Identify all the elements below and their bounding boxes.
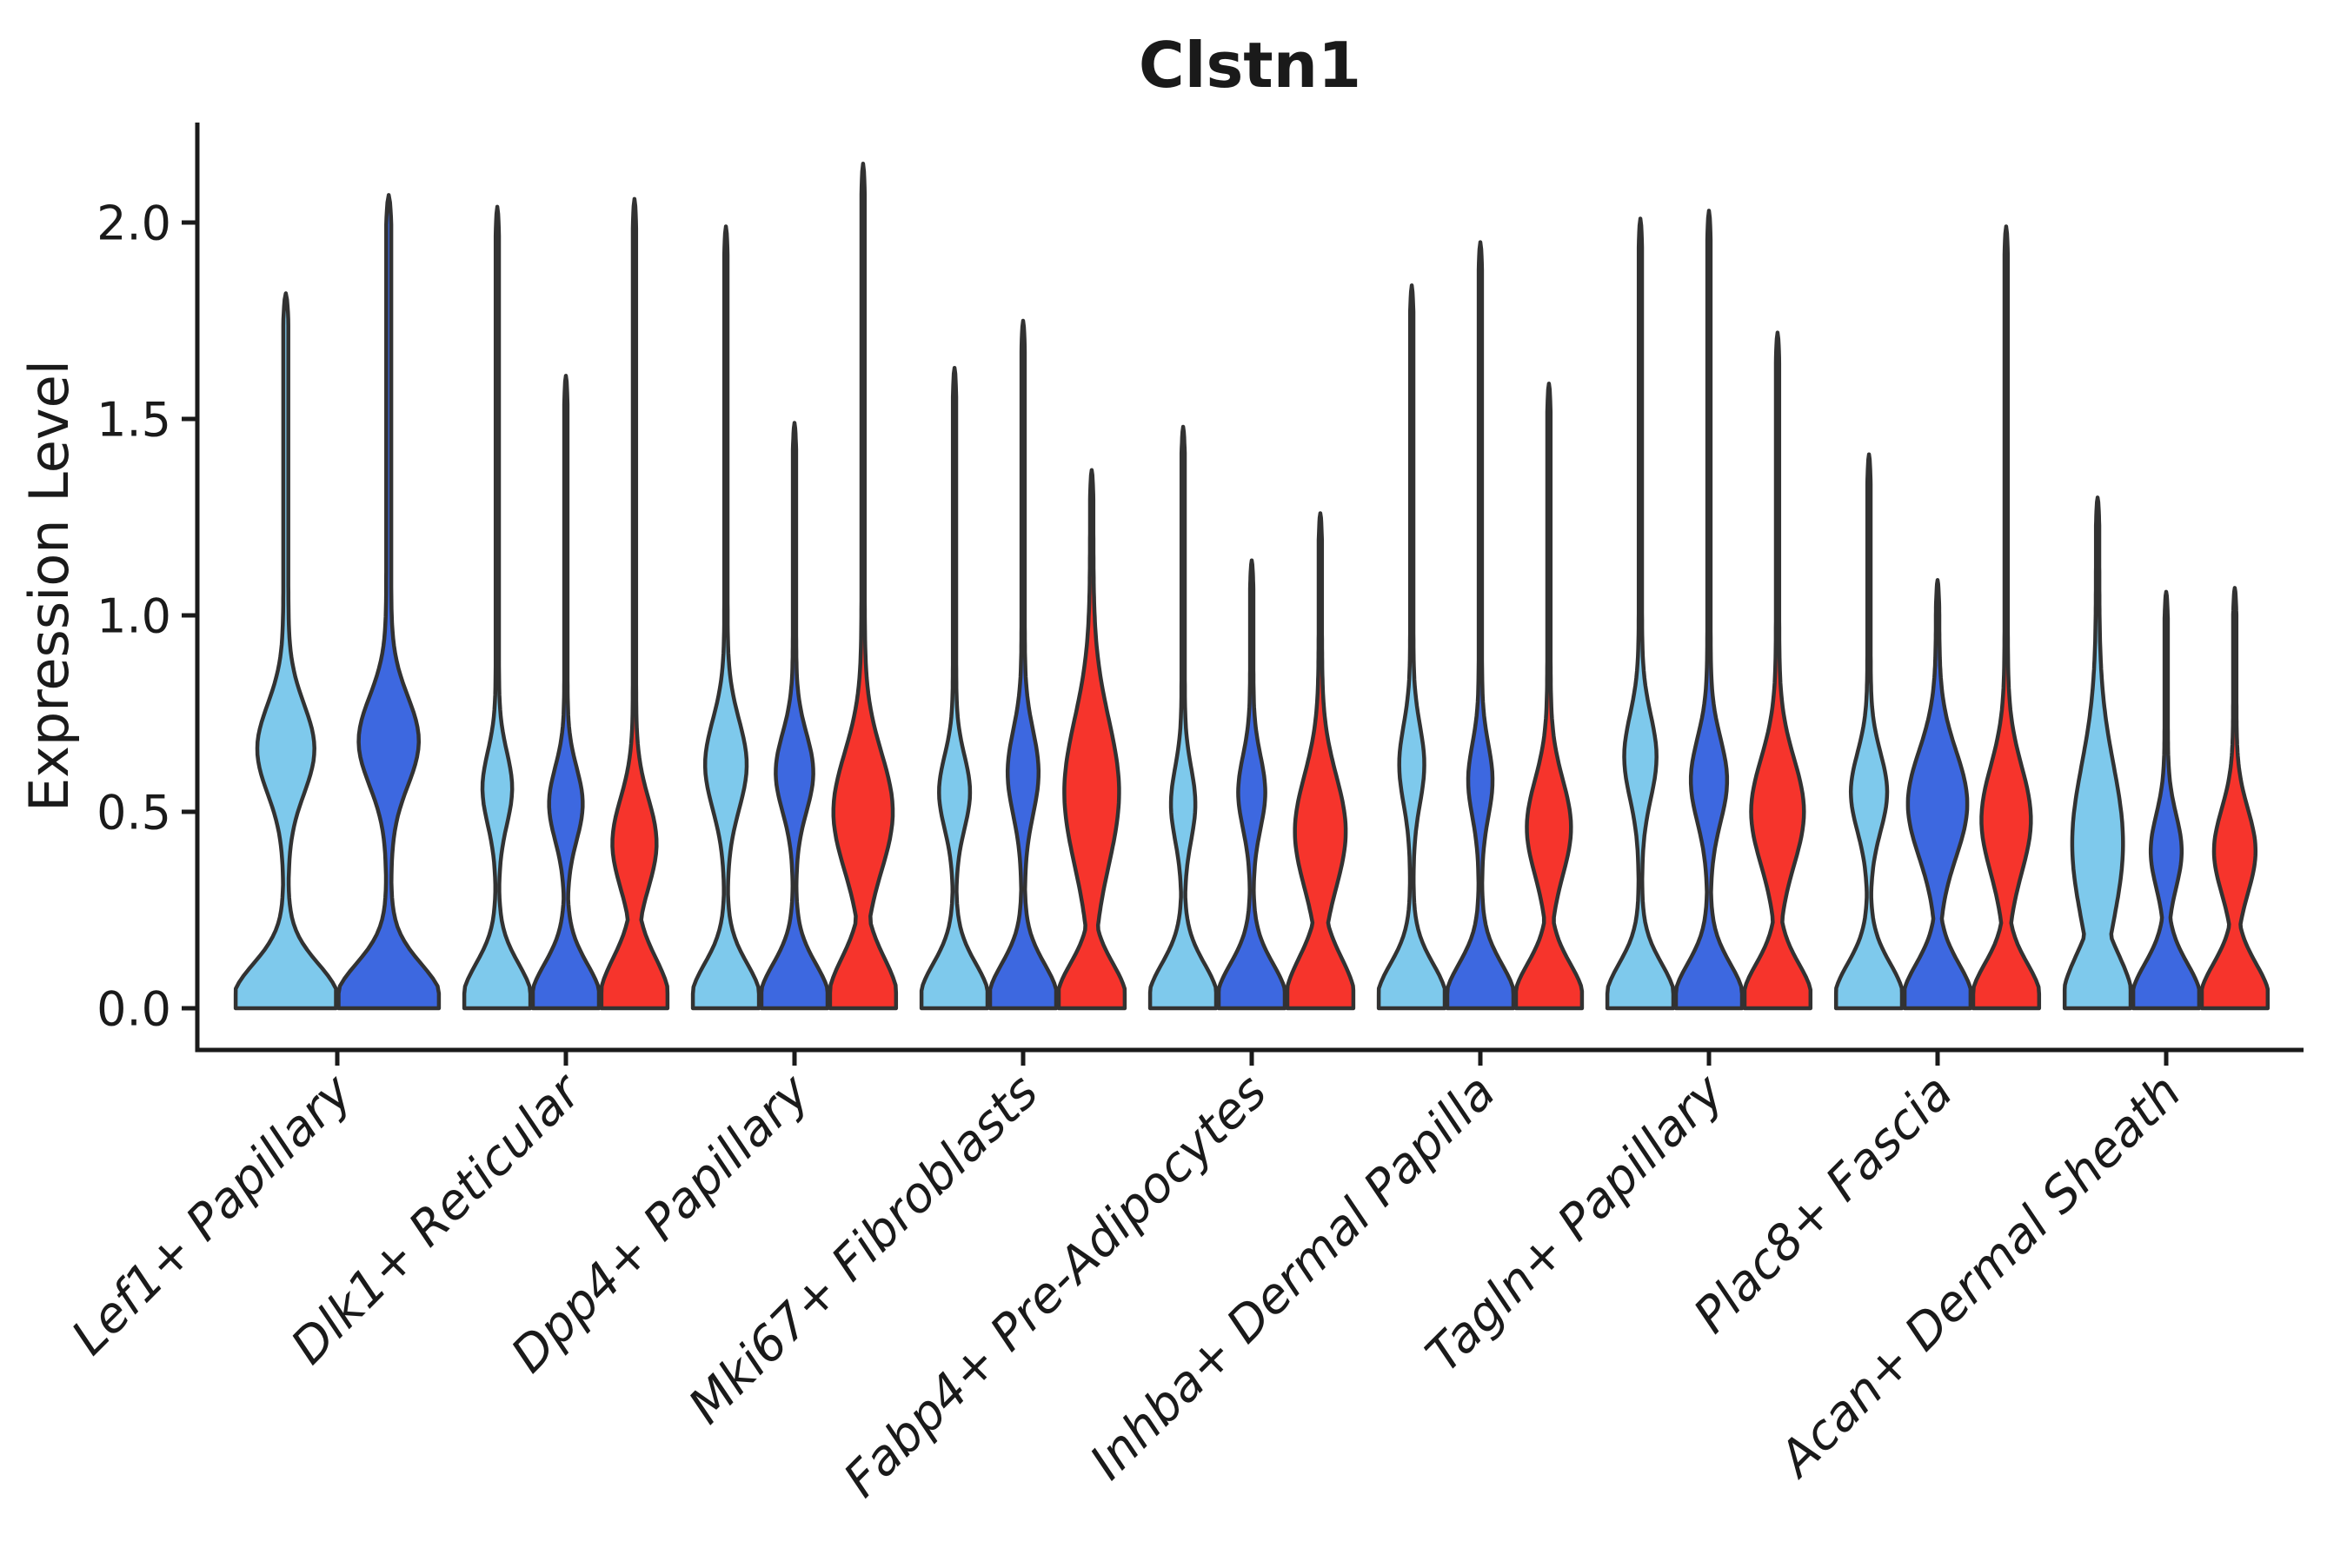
violins-layer: [233, 161, 2271, 1011]
violin-group-5: [1147, 424, 1356, 1011]
violin-group-1: [233, 193, 442, 1011]
violin-sky-blue: [1833, 452, 1905, 1011]
violin-red: [2199, 586, 2271, 1011]
violin-sky-blue: [1147, 424, 1219, 1011]
violin-red: [1971, 224, 2042, 1011]
violin-red: [1742, 330, 1813, 1011]
violin-group-2: [462, 196, 670, 1011]
violin-sky-blue: [462, 204, 533, 1011]
x-tick-label: Fabp4+ Pre-Adipocytes: [834, 1064, 1278, 1508]
violin-red: [1056, 468, 1127, 1011]
y-axis-label: Expression Level: [17, 360, 81, 812]
violin-royal-blue: [1445, 240, 1516, 1011]
violin-red: [599, 196, 670, 1011]
violin-group-4: [919, 318, 1127, 1011]
y-tick-label: 1.0: [96, 588, 171, 643]
violin-royal-blue: [2131, 589, 2202, 1011]
violin-group-9: [2062, 495, 2271, 1011]
violin-royal-blue: [530, 374, 602, 1011]
violin-red: [828, 161, 899, 1011]
violin-royal-blue: [759, 421, 830, 1011]
violin-sky-blue: [233, 291, 338, 1011]
violin-sky-blue: [1605, 216, 1676, 1011]
violin-royal-blue: [1216, 558, 1287, 1011]
y-tick-label: 2.0: [96, 196, 171, 250]
x-tick-label: Acan+ Dermal Sheath: [1767, 1064, 2192, 1489]
violin-group-7: [1605, 209, 1813, 1011]
violin-group-8: [1833, 224, 2042, 1011]
y-tick-label: 1.5: [96, 392, 171, 447]
violin-royal-blue: [987, 318, 1059, 1011]
violin-sky-blue: [919, 365, 990, 1011]
y-tick-label: 0.5: [96, 785, 171, 840]
violin-royal-blue: [1902, 578, 1973, 1011]
violin-sky-blue: [2062, 495, 2133, 1011]
violin-royal-blue: [1673, 209, 1745, 1011]
violin-red: [1513, 382, 1585, 1011]
plot-title: Clstn1: [1139, 29, 1361, 102]
violin-royal-blue: [336, 193, 442, 1011]
y-axis-ticks: 0.0 0.5 1.0 1.5 2.0: [96, 196, 197, 1036]
violin-group-6: [1376, 240, 1585, 1011]
x-tick-label: Inhba+ Dermal Papilla: [1080, 1064, 1506, 1491]
violin-sky-blue: [690, 224, 761, 1011]
violin-sky-blue: [1376, 283, 1447, 1011]
violin-group-3: [690, 161, 899, 1011]
y-tick-label: 0.0: [96, 981, 171, 1036]
violin-red: [1285, 511, 1356, 1011]
